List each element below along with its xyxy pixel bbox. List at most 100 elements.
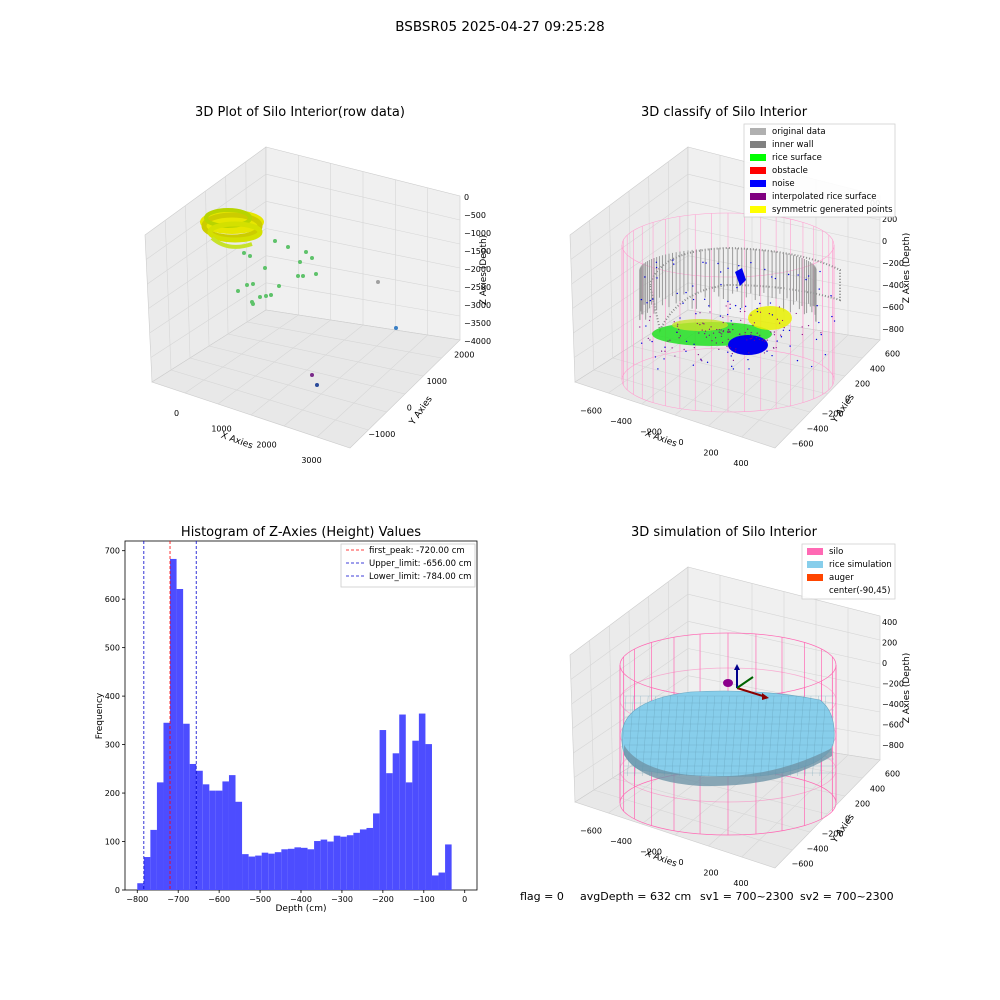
histogram-x-tick-label: −100 [413,895,435,904]
histogram-legend-label: Lower_limit: -784.00 cm [369,572,471,582]
classify-3d-legend: original data inner wall rice surface obsta… [743,123,896,218]
histogram-bar [156,782,164,890]
classify-3d-x-ticks: −600 −400 −200 0 200 400 [580,406,749,468]
raw-3d-z-tick-label: −3500 [464,319,491,328]
panel-raw-3d: 3D Plot of Silo Interior(row data) [144,105,491,465]
simulation-3d-z-tick-label: −200 [882,680,904,689]
raw-3d-z-label: Z Axies (Depth) [479,235,489,306]
histogram-bar [301,847,308,890]
classify-3d-z-tick-label: 200 [882,215,897,224]
histogram-bar [366,827,374,890]
histogram-bar [242,854,249,890]
simulation-3d-z-tick-label: −800 [882,741,904,750]
histogram-bar [196,770,203,890]
histogram-bars [137,558,452,890]
raw-3d-x-tick-label: 0 [174,409,179,418]
histogram-y-tick-label: 400 [105,692,120,701]
simulation-3d-x-tick-label: −600 [580,826,602,835]
raw-3d-title: 3D Plot of Silo Interior(row data) [195,105,405,120]
classify-3d-legend-label: obstacle [772,166,808,176]
histogram-bar [320,839,328,890]
histogram-bar [412,740,419,890]
raw-3d-z-tick-label: 0 [464,193,469,202]
histogram-bar [307,849,315,890]
histogram-x-tick-label: −800 [126,895,148,904]
classify-3d-y-tick-label: 0 [845,395,850,404]
histogram-bar [255,855,262,890]
simulation-3d-legend-label: auger [829,573,854,583]
footer-stats: flag = 0 avgDepth = 632 cm sv1 = 700~230… [520,890,894,903]
figure-title: BSBSR05 2025-04-27 09:25:28 [395,19,604,35]
simulation-3d-z-tick-label: −400 [882,700,904,709]
classify-3d-z-tick-label: 0 [882,237,887,246]
histogram-bar [281,849,288,890]
classify-3d-legend-swatch [750,206,766,213]
panel-histogram: Histogram of Z-Axies (Height) Values −80… [95,525,478,914]
footer-sv2: sv2 = 700~2300 [800,890,894,903]
histogram-x-tick-label: −400 [290,895,312,904]
raw-3d-x-ticks: 0 1000 2000 3000 [174,409,322,465]
classify-3d-legend-swatch [750,128,766,135]
simulation-3d-x-tick-label: 0 [678,858,683,867]
simulation-3d-y-tick-label: 200 [855,800,870,809]
raw-3d-z-tick-label: −3000 [464,301,491,310]
classify-3d-legend-swatch [750,154,766,161]
histogram-y-tick-label: 0 [115,886,120,895]
histogram-bar [379,730,387,890]
classify-3d-x-tick-label: −600 [580,406,602,415]
classify-3d-z-tick-label: −600 [882,303,904,312]
histogram-bar [215,790,223,890]
simulation-3d-z-tick-label: 0 [882,659,887,668]
simulation-3d-y-tick-label: −400 [807,845,829,854]
histogram-x-tick-label: −200 [372,895,394,904]
classify-3d-legend-label: interpolated rice surface [772,192,877,202]
histogram-bar [405,782,413,890]
histogram-bar [340,836,347,890]
histogram-bar [228,775,236,890]
classify-3d-z-tick-label: −400 [882,281,904,290]
simulation-3d-y-tick-label: 400 [870,785,885,794]
histogram-y-tick-label: 700 [105,547,120,556]
footer-sv1: sv1 = 700~2300 [700,890,794,903]
histogram-bar [248,856,256,890]
simulation-3d-y-tick-label: −200 [822,830,844,839]
classify-3d-x-tick-label: −400 [610,417,632,426]
histogram-bar [287,848,295,890]
raw-3d-z-tick-label: −1000 [464,229,491,238]
simulation-3d-legend: silo rice simulation auger center(-90,45) [801,543,896,600]
footer-avg-depth: avgDepth = 632 cm [580,890,691,903]
classify-3d-legend-label: original data [772,127,826,137]
histogram-bar [445,844,452,890]
histogram-x-tick-label: −700 [167,895,189,904]
simulation-3d-legend-swatch [807,548,823,555]
classify-3d-y-tick-label: 600 [885,350,900,359]
histogram-x-ticks: −800 −700 −600 −500 −400 −300 −200 −100 0 [126,890,467,904]
histogram-bar [431,875,439,890]
classify-3d-legend-label: rice surface [772,153,822,163]
histogram-bar [143,857,151,890]
classify-3d-legend-label: inner wall [772,140,813,150]
histogram-vlines [143,541,197,890]
classify-3d-title: 3D classify of Silo Interior [641,105,808,120]
histogram-bar [274,852,282,890]
simulation-3d-x-ticks: −600 −400 −200 0 200 400 [580,826,749,888]
histogram-bar [202,784,210,890]
histogram-bar [189,763,197,890]
histogram-bar [209,790,216,890]
histogram-bar [353,832,360,890]
histogram-bar [386,773,393,890]
simulation-3d-x-tick-label: −400 [610,837,632,846]
raw-3d-grid [145,155,461,438]
raw-3d-points [200,208,398,387]
classify-3d-legend-swatch [750,180,766,187]
simulation-3d-legend-swatch [807,574,823,581]
histogram-y-tick-label: 300 [105,741,120,750]
classify-3d-legend-swatch [750,193,766,200]
simulation-3d-rice-surface [619,690,835,787]
histogram-bar [418,713,426,890]
simulation-3d-z-tick-label: 200 [882,639,897,648]
panel-simulation-3d: 3D simulation of Silo Interior [569,525,912,888]
histogram-bar [268,853,275,890]
classify-3d-z-label: Z Axies (Depth) [902,233,912,304]
